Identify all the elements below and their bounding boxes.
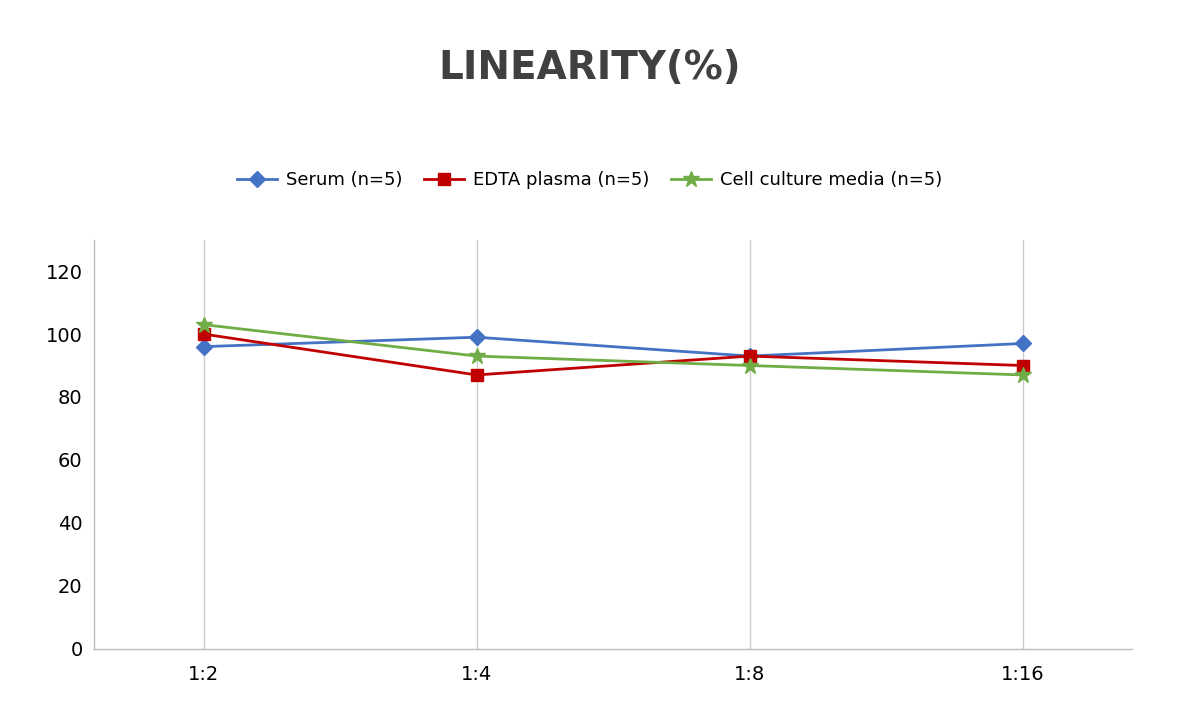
- Legend: Serum (n=5), EDTA plasma (n=5), Cell culture media (n=5): Serum (n=5), EDTA plasma (n=5), Cell cul…: [230, 164, 949, 197]
- Text: LINEARITY(%): LINEARITY(%): [439, 49, 740, 87]
- Line: Serum (n=5): Serum (n=5): [198, 331, 1028, 362]
- Cell culture media (n=5): [743, 361, 757, 369]
- Cell culture media (n=5): [469, 352, 483, 360]
- Cell culture media (n=5): [197, 320, 211, 329]
- EDTA plasma (n=5): [469, 371, 483, 379]
- Serum (n=5): [197, 343, 211, 351]
- EDTA plasma (n=5): [197, 330, 211, 338]
- Cell culture media (n=5): [1015, 371, 1029, 379]
- Serum (n=5): [469, 333, 483, 341]
- Line: EDTA plasma (n=5): EDTA plasma (n=5): [198, 329, 1028, 381]
- Line: Cell culture media (n=5): Cell culture media (n=5): [196, 317, 1030, 384]
- Serum (n=5): [743, 352, 757, 360]
- EDTA plasma (n=5): [1015, 361, 1029, 369]
- EDTA plasma (n=5): [743, 352, 757, 360]
- Serum (n=5): [1015, 339, 1029, 348]
